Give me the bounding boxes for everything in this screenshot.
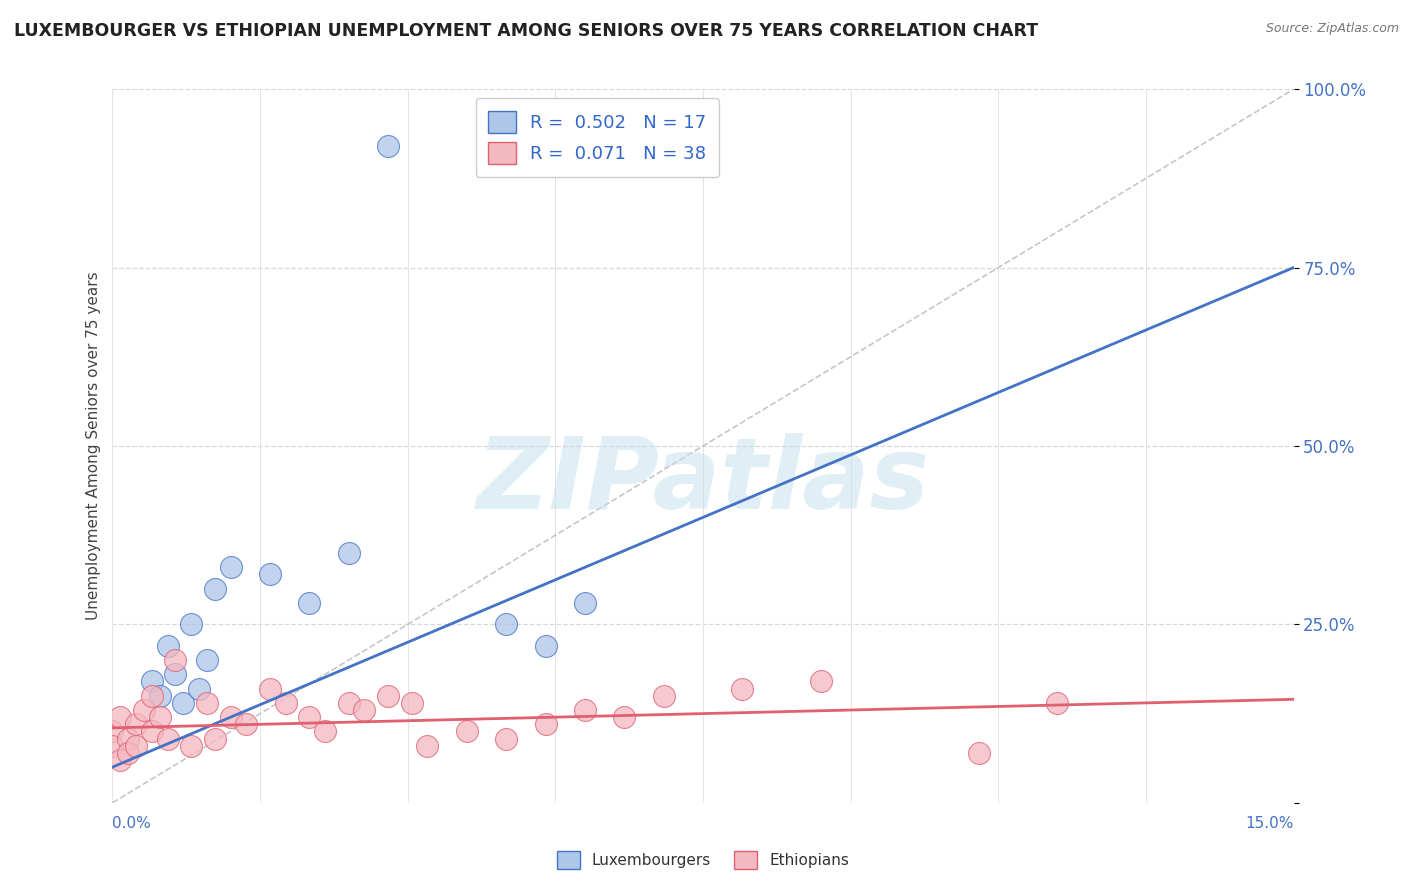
Y-axis label: Unemployment Among Seniors over 75 years: Unemployment Among Seniors over 75 years	[86, 272, 101, 620]
Point	[377, 689, 399, 703]
Point	[298, 596, 321, 610]
Text: LUXEMBOURGER VS ETHIOPIAN UNEMPLOYMENT AMONG SENIORS OVER 75 YEARS CORRELATION C: LUXEMBOURGER VS ETHIOPIAN UNEMPLOYMENT A…	[14, 22, 1038, 40]
Point	[204, 582, 226, 596]
Point	[377, 139, 399, 153]
Point	[495, 731, 517, 746]
Point	[110, 753, 132, 767]
Text: Source: ZipAtlas.com: Source: ZipAtlas.com	[1265, 22, 1399, 36]
Point	[188, 681, 211, 696]
Point	[204, 731, 226, 746]
Point	[101, 724, 124, 739]
Point	[149, 689, 172, 703]
Point	[259, 567, 281, 582]
Point	[967, 746, 990, 760]
Point	[337, 696, 360, 710]
Point	[165, 653, 187, 667]
Point	[141, 689, 163, 703]
Point	[337, 546, 360, 560]
Point	[652, 689, 675, 703]
Point	[613, 710, 636, 724]
Point	[731, 681, 754, 696]
Point	[195, 653, 218, 667]
Point	[117, 731, 139, 746]
Point	[534, 717, 557, 731]
Point	[156, 731, 179, 746]
Point	[259, 681, 281, 696]
Point	[456, 724, 478, 739]
Point	[274, 696, 297, 710]
Point	[298, 710, 321, 724]
Point	[534, 639, 557, 653]
Point	[353, 703, 375, 717]
Point	[110, 710, 132, 724]
Point	[156, 639, 179, 653]
Point	[401, 696, 423, 710]
Point	[416, 739, 439, 753]
Point	[117, 746, 139, 760]
Point	[141, 724, 163, 739]
Point	[810, 674, 832, 689]
Text: 15.0%: 15.0%	[1246, 816, 1294, 831]
Point	[132, 703, 155, 717]
Text: ZIPatlas: ZIPatlas	[477, 434, 929, 530]
Point	[235, 717, 257, 731]
Point	[495, 617, 517, 632]
Point	[165, 667, 187, 681]
Point	[195, 696, 218, 710]
Text: 0.0%: 0.0%	[112, 816, 152, 831]
Point	[149, 710, 172, 724]
Point	[172, 696, 194, 710]
Point	[180, 739, 202, 753]
Point	[574, 703, 596, 717]
Legend: R =  0.502   N = 17, R =  0.071   N = 38: R = 0.502 N = 17, R = 0.071 N = 38	[475, 98, 718, 177]
Point	[101, 739, 124, 753]
Point	[125, 739, 148, 753]
Point	[180, 617, 202, 632]
Point	[574, 596, 596, 610]
Point	[141, 674, 163, 689]
Point	[219, 710, 242, 724]
Point	[1046, 696, 1069, 710]
Legend: Luxembourgers, Ethiopians: Luxembourgers, Ethiopians	[551, 845, 855, 875]
Point	[219, 560, 242, 574]
Point	[314, 724, 336, 739]
Point	[125, 717, 148, 731]
